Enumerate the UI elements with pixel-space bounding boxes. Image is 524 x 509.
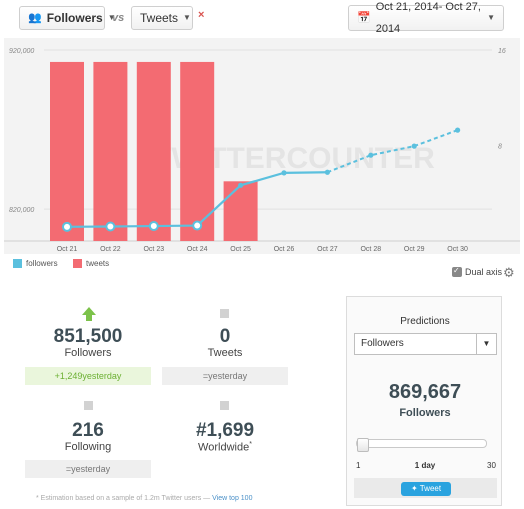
worldwide-label: Worldwide* [162,441,288,454]
prediction-slider-track[interactable] [356,439,487,448]
footnote-text: * Estimation based on a sample of 1.2m T… [36,495,213,502]
users-icon: 👥 [28,12,42,24]
following-count: 216 [72,420,104,441]
following-change: =yesterday [25,460,151,478]
x-tick-label: Oct 24 [187,246,208,253]
x-tick-label: Oct 26 [274,246,295,253]
rank-neutral-icon [220,401,229,410]
prediction-slider-handle[interactable] [357,438,369,452]
slider-min-label: 1 [356,461,361,470]
tweets-bar [223,181,258,241]
worldwide-footnote-mark: * [249,441,252,448]
followers-point [62,221,72,232]
followers-point [411,143,417,149]
chart-area: TWITTERCOUNTER 920,000 820,000 16 8 Oct 21 Oct… [4,38,520,254]
calendar-icon: 📅 [357,12,371,24]
chevron-down-icon: ▼ [476,334,496,354]
followers-point [148,221,159,232]
predicted-value: 869,667 [388,381,462,403]
chevron-down-icon: ▼ [183,13,191,22]
tweets-count: 0 [219,326,231,347]
following-label: Following [64,441,112,453]
x-tick-label: Oct 25 [230,246,251,253]
followers-change-value: +1,249 [54,371,83,381]
chevron-down-icon: ▼ [487,13,495,22]
tweets-bar [136,61,171,241]
tweets-neutral-icon [220,309,229,318]
view-top-100-link[interactable]: View top 100 [212,495,253,502]
tweets-bar [50,61,84,241]
followers-change-suffix: yesterday [82,371,122,381]
x-tick-label: Oct 23 [143,246,164,253]
legend-tweets[interactable]: tweets [73,259,109,268]
followers-change: +1,249yesterday [25,367,151,385]
dual-axis-toggle[interactable]: Dual axis [452,266,503,277]
followers-point [455,127,461,133]
worldwide-label-text: Worldwide [198,441,250,454]
metric1-dropdown[interactable]: 👥 Followers ▼ [19,6,116,30]
predictions-panel: Predictions Followers ▼ 869,667 Follower… [346,296,502,506]
followers-point [105,221,116,232]
x-tick-label: Oct 29 [404,246,425,253]
slider-current-label: 1 day [414,461,436,470]
arrow-up-icon [82,307,96,321]
following-neutral-icon [84,401,93,410]
left-tick-label: 820,000 [9,207,34,214]
tweets-bar [180,61,215,241]
chevron-down-icon: ▼ [107,13,116,22]
slider-max-label: 30 [487,461,496,470]
twitter-bird-icon: ✦ [410,484,418,493]
x-tick-label: Oct 30 [447,246,468,253]
right-tick-label: 8 [498,144,502,151]
legend-followers[interactable]: followers [13,259,58,268]
legend-label-followers: followers [26,259,58,268]
dual-axis-label: Dual axis [465,267,503,277]
followers-projection-line [327,129,458,174]
tweet-button[interactable]: ✦ Tweet [401,482,451,496]
metric2-dropdown[interactable]: Tweets ▼ [131,6,193,30]
x-tick-label: Oct 21 [57,246,78,253]
tweet-label: Tweet [419,484,442,493]
followers-point [324,169,330,175]
legend-label-tweets: tweets [86,259,110,268]
date-range-label: Oct 21, 2014- Oct 27, 2014 [375,1,481,35]
dual-axis-checkbox[interactable] [452,266,462,277]
followers-point [238,182,244,188]
footnote: * Estimation based on a sample of 1.2m T… [36,495,252,502]
x-tick-label: Oct 27 [317,246,338,253]
followers-count: 851,500 [53,326,123,347]
vs-label: vs [112,12,125,24]
x-tick-label: Oct 22 [100,246,121,253]
followers-point [192,220,203,231]
right-tick-label: 16 [498,48,506,55]
followers-point [368,152,374,158]
predictions-title: Predictions [400,316,450,327]
predictions-metric-select[interactable]: Followers ▼ [354,333,497,355]
remove-compare-button[interactable]: × [198,9,205,21]
tweets-bar [93,61,128,241]
followers-label: Followers [64,347,112,359]
legend-swatch-followers [13,259,22,268]
followers-point [281,170,287,176]
legend-swatch-tweets [73,259,82,268]
gear-icon[interactable]: ⚙ [503,265,515,280]
worldwide-rank: #1,699 [195,420,255,441]
tweets-change: =yesterday [162,367,288,385]
predictions-selected: Followers [361,338,404,349]
predicted-label: Followers [399,407,451,419]
x-tick-label: Oct 28 [360,246,381,253]
metric1-label: Followers [46,11,103,25]
metric2-label: Tweets [140,11,179,25]
left-tick-label: 920,000 [9,48,34,55]
date-range-picker[interactable]: 📅 Oct 21, 2014- Oct 27, 2014 ▼ [348,1,504,35]
tweets-label: Tweets [207,347,243,359]
